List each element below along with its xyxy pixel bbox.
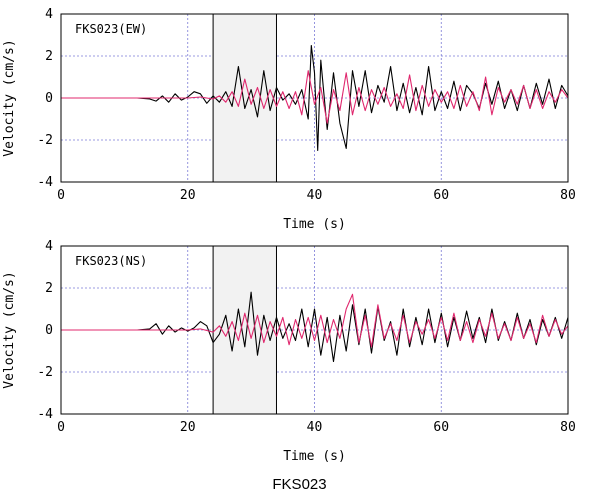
x-tick-label: 80 bbox=[560, 188, 576, 203]
series-line-pink bbox=[61, 70, 569, 124]
y-tick-label: 2 bbox=[45, 49, 53, 64]
series-line-pink bbox=[61, 293, 569, 348]
y-tick-label: -4 bbox=[37, 407, 53, 422]
y-tick-label: 0 bbox=[45, 323, 53, 338]
plot-frame bbox=[60, 13, 569, 183]
x-tick-label: 0 bbox=[57, 420, 65, 435]
y-axis-title: Velocity (cm/s) bbox=[2, 271, 17, 388]
panel-label: FKS023(EW) bbox=[75, 22, 147, 36]
series-layer bbox=[61, 291, 569, 363]
x-tick-label: 80 bbox=[560, 420, 576, 435]
y-tick-label: -4 bbox=[37, 175, 53, 190]
panel-label: FKS023(NS) bbox=[75, 254, 147, 268]
x-axis-title: Time (s) bbox=[283, 449, 346, 464]
plot-frame bbox=[60, 245, 569, 415]
x-tick-label: 60 bbox=[433, 188, 449, 203]
series-layer bbox=[61, 44, 569, 152]
x-tick-label: 60 bbox=[433, 420, 449, 435]
x-tick-label: 20 bbox=[180, 188, 196, 203]
x-tick-label: 40 bbox=[307, 420, 323, 435]
highlight-window bbox=[212, 13, 277, 183]
x-tick-label: 0 bbox=[57, 188, 65, 203]
y-tick-label: 4 bbox=[45, 239, 53, 254]
x-axis-title: Time (s) bbox=[283, 217, 346, 232]
x-tick-label: 40 bbox=[307, 188, 323, 203]
figure-caption: FKS023 bbox=[272, 476, 327, 493]
y-axis-title: Velocity (cm/s) bbox=[2, 39, 17, 156]
y-tick-label: 2 bbox=[45, 281, 53, 296]
y-tick-label: -2 bbox=[37, 365, 53, 380]
y-tick-label: 4 bbox=[45, 7, 53, 22]
y-tick-label: 0 bbox=[45, 91, 53, 106]
y-tick-label: -2 bbox=[37, 133, 53, 148]
x-tick-label: 20 bbox=[180, 420, 196, 435]
